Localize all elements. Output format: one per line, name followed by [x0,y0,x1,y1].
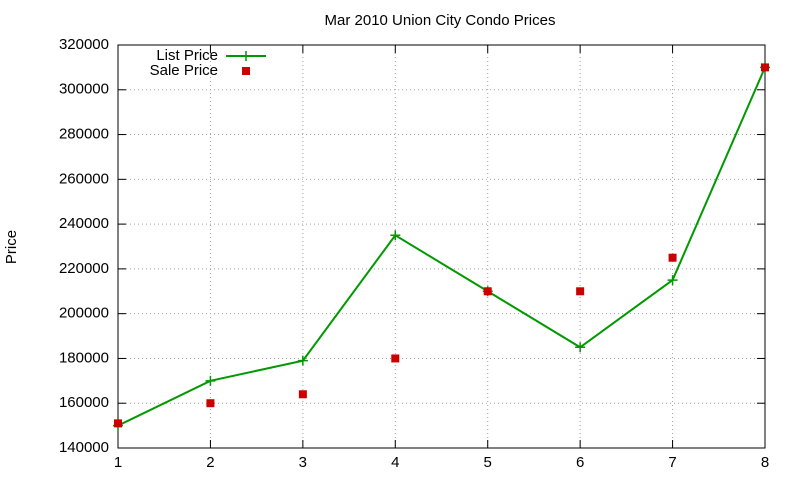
data-point [668,253,677,262]
y-tick-label: 200000 [59,305,109,322]
data-point [390,230,401,241]
y-tick-label: 280000 [59,126,109,143]
y-tick-label: 240000 [59,215,109,232]
x-tick-label: 6 [576,454,584,471]
y-tick-label: 160000 [59,394,109,411]
x-tick-label: 1 [114,454,122,471]
data-point [483,287,492,296]
x-tick-label: 2 [206,454,214,471]
data-point [297,355,308,366]
data-point [761,63,769,72]
x-tick-label: 3 [299,454,307,471]
y-tick-label: 180000 [59,349,109,366]
legend-marker [241,51,251,61]
y-tick-label: 260000 [59,170,109,187]
legend-marker [242,67,250,75]
x-tick-label: 5 [484,454,492,471]
y-tick-label: 220000 [59,260,109,277]
data-point [114,419,122,428]
y-axis-label: Price [3,230,20,264]
x-tick-label: 7 [668,454,676,471]
y-tick-label: 300000 [59,81,109,98]
legend-label: Sale Price [150,62,218,79]
data-point [206,399,215,408]
chart-title: Mar 2010 Union City Condo Prices [325,12,556,29]
data-point [391,354,400,363]
y-tick-label: 140000 [59,439,109,456]
data-point [298,390,307,399]
series-line [117,66,766,427]
x-tick-label: 8 [761,454,769,471]
legend-label: List Price [156,47,218,64]
plot-frame [117,44,766,449]
data-point [576,287,585,296]
x-tick-label: 4 [391,454,399,471]
data-point [575,342,586,353]
y-tick-label: 320000 [59,36,109,53]
data-point [667,275,678,286]
data-point [205,375,216,386]
